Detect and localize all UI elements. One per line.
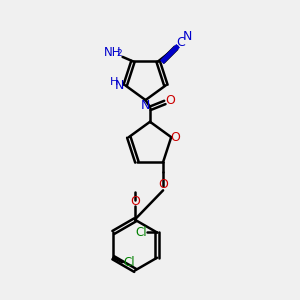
Text: Cl: Cl [136,226,147,239]
Text: Cl: Cl [123,256,134,269]
Text: NH: NH [104,46,122,59]
Text: N: N [115,79,124,92]
Text: 2: 2 [117,50,122,58]
Text: H: H [110,77,118,87]
Text: O: O [165,94,175,107]
Text: N: N [141,99,150,112]
Text: O: O [158,178,168,191]
Text: O: O [130,195,140,208]
Text: N: N [183,30,193,43]
Text: O: O [170,131,180,144]
Text: C: C [177,35,185,49]
